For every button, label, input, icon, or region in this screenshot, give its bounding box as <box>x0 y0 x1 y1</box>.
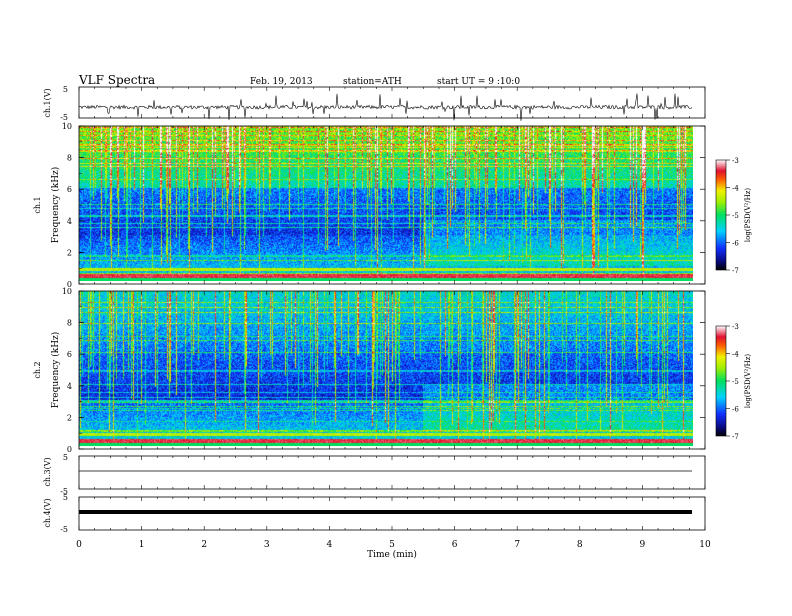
colorbar-tick-label: -5 <box>732 212 739 220</box>
freq-tick-label: 4 <box>67 382 72 391</box>
ch1-ylabel: ch.1(V) <box>43 88 52 117</box>
colorbar-tick-label: -3 <box>732 157 739 165</box>
figure-title: VLF Spectra <box>78 73 155 87</box>
ch4-ytick-top: 5 <box>63 493 68 502</box>
ch2-channel-label: ch.2 <box>33 361 42 378</box>
colorbar-tick-label: -5 <box>732 378 739 386</box>
ch1-colorbar-gradient <box>715 159 727 271</box>
ch1-channel-label: ch.1 <box>33 196 42 213</box>
time-tick-label: 8 <box>577 540 583 550</box>
colorbar-tick-label: -4 <box>732 185 739 193</box>
ch4-ytick-bottom: -5 <box>60 525 68 534</box>
ch2-freq-ticks: 0 2 4 6 8 10 <box>62 287 705 454</box>
colorbar-tick-label: -3 <box>732 323 739 331</box>
time-tick-label: 5 <box>389 540 395 550</box>
ch1-frequency-label: Frequency (kHz) <box>50 167 61 244</box>
time-tick-label: 6 <box>452 540 458 550</box>
freq-tick-label: 4 <box>67 217 72 226</box>
freq-tick-label: 2 <box>67 248 72 257</box>
ch1-freq-ticks: 0 2 4 6 8 10 <box>62 122 705 289</box>
ch1-colorbar-ticks: -3 -4 -5 -6 -7 <box>726 157 739 275</box>
ch3-ytick-top: 5 <box>63 453 68 462</box>
ch1-spectrogram-panel: ch.1 Frequency (kHz) 0 2 4 6 8 10 <box>33 122 706 289</box>
ch2-colorbar: -3 -4 -5 -6 -7 log(PSD(V²/Hz) <box>715 323 752 441</box>
time-tick-label: 3 <box>264 540 270 550</box>
station-label: station=ATH <box>343 77 402 87</box>
time-tick-label: 1 <box>139 540 145 550</box>
ch1-ytick-top: 5 <box>63 85 68 94</box>
ch2-colorbar-ticks: -3 -4 -5 -6 -7 <box>726 323 739 441</box>
time-tick-label: 4 <box>327 540 333 550</box>
freq-tick-label: 6 <box>67 185 72 194</box>
ch3-frame <box>78 455 706 490</box>
ch1-colorbar-label: log(PSD(V²/Hz) <box>744 188 752 243</box>
ch1-heatmap-image <box>79 126 693 281</box>
start-time-label: start UT = 9 :10:0 <box>437 77 520 87</box>
time-tick-label: 2 <box>201 540 207 550</box>
colorbar-tick-label: -6 <box>732 406 739 414</box>
colorbar-tick-label: -4 <box>732 351 739 359</box>
ch2-colorbar-gradient <box>715 325 727 437</box>
time-tick-label: 10 <box>699 540 711 550</box>
freq-tick-label: 0 <box>67 280 72 289</box>
ch1-ytick-bottom: -5 <box>60 113 68 122</box>
date-label: Feb. 19, 2013 <box>250 77 313 87</box>
ch1-signal <box>78 93 693 121</box>
ch4-signal <box>79 510 692 514</box>
ch1-waveform-panel: 5 -5 ch.1(V) <box>43 85 706 122</box>
ch2-spectrogram-panel: ch.2 Frequency (kHz) 0 2 4 6 8 10 <box>33 287 706 454</box>
ch1-frame <box>78 86 706 119</box>
time-tick-labels: 0 1 2 3 4 5 6 7 8 9 10 <box>76 540 711 550</box>
ch1-colorbar: -3 -4 -5 -6 -7 log(PSD(V²/Hz) <box>715 157 752 275</box>
freq-tick-label: 2 <box>67 413 72 422</box>
freq-tick-label: 8 <box>67 154 72 163</box>
colorbar-tick-label: -6 <box>732 240 739 248</box>
time-ticks <box>78 87 706 530</box>
freq-tick-label: 0 <box>67 445 72 454</box>
time-tick-label: 9 <box>640 540 646 550</box>
ch2-frequency-label: Frequency (kHz) <box>50 332 61 409</box>
ch3-ylabel: ch.3(V) <box>43 457 52 486</box>
freq-tick-label: 10 <box>62 122 72 131</box>
colorbar-tick-label: -7 <box>732 267 739 275</box>
ch3-ytick-bottom: -5 <box>60 487 68 496</box>
time-tick-label: 7 <box>514 540 520 550</box>
colorbar-tick-label: -7 <box>732 433 739 441</box>
freq-tick-label: 6 <box>67 350 72 359</box>
x-axis-label: Time (min) <box>367 549 417 560</box>
freq-tick-label: 10 <box>62 287 72 296</box>
ch4-waveform-panel: 5 -5 ch.4(V) <box>43 493 706 534</box>
ch2-heatmap-image <box>79 291 693 446</box>
freq-tick-label: 8 <box>67 319 72 328</box>
ch2-colorbar-label: log(PSD(V²/Hz) <box>744 354 752 409</box>
ch3-waveform-panel: 5 -5 ch.3(V) <box>43 453 706 496</box>
ch4-ylabel: ch.4(V) <box>43 498 52 527</box>
time-tick-label: 0 <box>76 540 82 550</box>
